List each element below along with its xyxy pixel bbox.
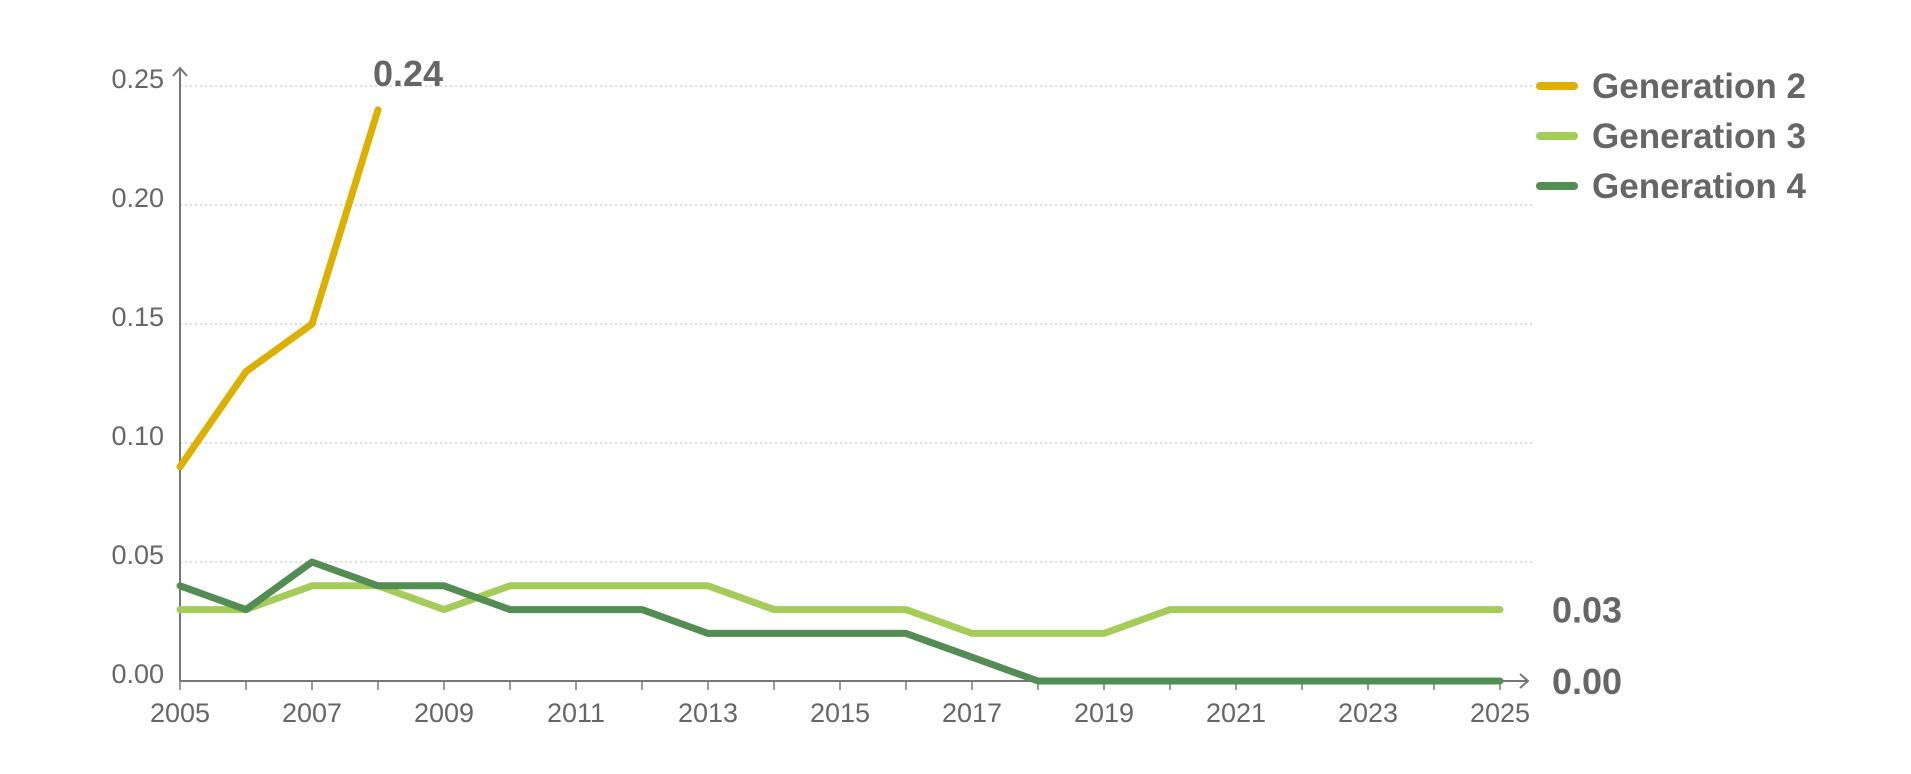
series-line-generation-4 bbox=[176, 558, 1504, 685]
end-value-label: 0.03 bbox=[1552, 590, 1622, 631]
x-tick-label: 2017 bbox=[942, 698, 1002, 728]
x-tick-label: 2011 bbox=[547, 698, 605, 728]
x-tick-label: 2009 bbox=[414, 698, 474, 728]
x-axis-arrow bbox=[1519, 673, 1530, 689]
legend-label: Generation 3 bbox=[1592, 117, 1806, 156]
axes: 0.00 0.05 0.10 0.15 0.20 0.25 2005 2007 2009 2011… bbox=[111, 64, 1530, 728]
x-tick-label: 2019 bbox=[1074, 698, 1134, 728]
x-tick-label: 2007 bbox=[282, 698, 342, 728]
y-tick-label: 0.25 bbox=[111, 64, 164, 94]
y-axis-arrow bbox=[172, 66, 188, 77]
x-tick-label: 2013 bbox=[678, 698, 738, 728]
x-tick-label: 2023 bbox=[1338, 698, 1398, 728]
y-tick-label: 0.15 bbox=[111, 302, 164, 332]
legend-label: Generation 4 bbox=[1592, 167, 1806, 206]
y-tick-label: 0.05 bbox=[111, 540, 164, 570]
series-line-generation-2 bbox=[176, 106, 382, 471]
x-tick-label: 2005 bbox=[150, 698, 210, 728]
x-tick-label: 2025 bbox=[1470, 698, 1530, 728]
end-value-label: 0.24 bbox=[373, 53, 443, 94]
x-tick-label: 2021 bbox=[1206, 698, 1266, 728]
y-tick-label: 0.10 bbox=[111, 421, 164, 451]
legend-label: Generation 2 bbox=[1592, 67, 1806, 106]
end-value-label: 0.00 bbox=[1552, 661, 1622, 702]
series-lines bbox=[176, 106, 1504, 685]
series-line-generation-3 bbox=[176, 582, 1504, 637]
gridlines bbox=[180, 85, 1532, 563]
y-tick-label: 0.00 bbox=[111, 659, 164, 689]
y-tick-label: 0.20 bbox=[111, 183, 164, 213]
x-tick-label: 2015 bbox=[810, 698, 870, 728]
end-labels: 0.24 0.03 0.00 bbox=[373, 53, 1622, 702]
legend: Generation 2 Generation 3 Generation 4 bbox=[1536, 67, 1806, 206]
